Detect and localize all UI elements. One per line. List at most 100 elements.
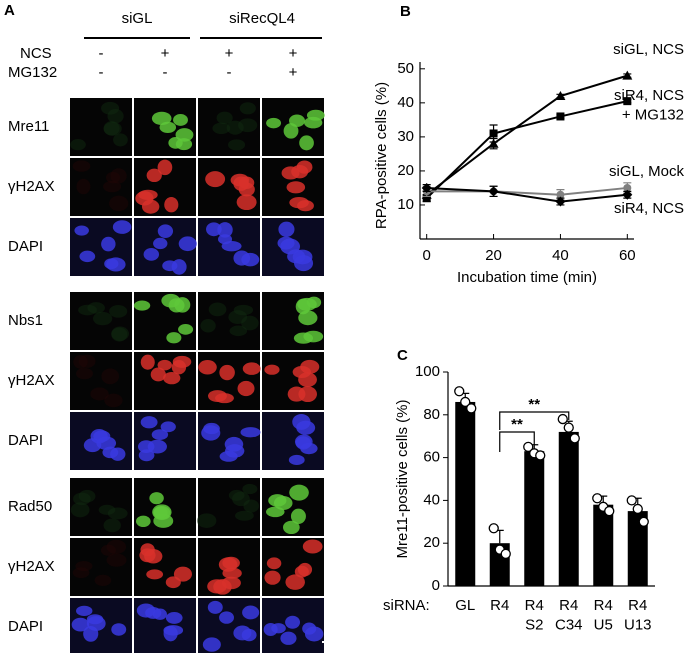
nucleus [285,615,301,629]
panel-label: C [397,347,408,364]
nucleus [72,160,91,172]
micrograph [262,98,325,156]
replicate-point [604,505,615,517]
micrograph [70,98,132,156]
row-label: γH2AX [8,558,55,575]
micrograph [70,352,132,410]
y-axis-label: RPA-positive cells (%) [373,82,390,229]
x-tick-label: 40 [552,247,569,264]
nucleus [230,173,249,187]
nucleus [106,539,127,555]
nucleus [264,364,280,375]
nucleus [137,440,155,454]
row-label: DAPI [8,432,43,449]
micrograph [133,292,196,350]
y-tick-label: 0 [432,577,440,594]
nucleus [83,625,99,642]
bar [524,451,545,586]
nucleus [76,178,91,195]
micrograph [70,598,132,653]
nucleus [217,222,233,238]
nucleus [79,250,96,263]
micrograph [134,98,196,156]
nucleus [225,444,245,458]
micrograph [70,538,132,596]
nucleus [165,576,181,589]
y-tick-label: 50 [397,60,414,77]
nucleus [109,195,129,212]
nucleus [145,606,162,619]
significance-label: ** [511,416,523,433]
row-label: DAPI [8,618,43,635]
nucleus [94,574,112,587]
nucleus [283,520,300,535]
nucleus [208,302,227,317]
micrograph [134,218,197,276]
nucleus [219,364,235,381]
nucleus [241,252,260,267]
nucleus [74,225,89,236]
marker [421,182,432,193]
row-label: Mre11 [8,118,49,135]
y-tick-label: 10 [397,196,414,213]
nucleus [151,429,169,440]
nucleus [242,362,261,375]
y-axis-label: Mre11-positive cells (%) [394,400,411,559]
x-tick-label: R4 U5 [594,597,613,634]
nucleus [149,492,164,505]
nucleus [175,128,194,142]
replicate-point [535,450,546,461]
row-label: γH2AX [8,178,55,195]
nucleus [112,220,132,234]
nucleus [140,416,158,429]
replicate-point [638,516,649,527]
nucleus [207,600,223,614]
series-line [425,100,628,199]
micrograph [262,478,324,536]
nucleus [303,330,324,343]
y-tick-label: 30 [397,128,414,145]
nucleus [266,557,282,570]
x-tick-label: 20 [485,247,502,264]
nucleus [103,121,122,136]
nucleus [163,371,181,385]
nucleus [271,623,286,634]
nucleus [87,302,105,314]
series-line [426,186,628,196]
nucleus [208,390,227,402]
nucleus [83,438,102,453]
series-label: siR4, NCS [614,200,684,217]
nucleus [266,117,282,129]
replicate-point [460,396,471,408]
replicate-point [523,441,534,453]
nucleus [107,507,128,520]
nucleus [235,510,254,521]
treatment-sign: - [99,45,104,62]
nucleus [298,372,317,388]
nucleus [173,566,192,582]
nucleus [71,617,90,632]
nucleus [153,506,168,519]
bar [455,401,476,586]
micrograph [262,218,324,276]
y-tick-label: 20 [397,162,414,179]
y-tick-label: 80 [423,406,440,423]
row-label: γH2AX [8,372,55,389]
nucleus [111,623,127,636]
micrograph [262,538,324,596]
nucleus [110,168,127,184]
nucleus [160,421,176,433]
nucleus [242,483,258,495]
y-tick-label: 100 [415,363,440,380]
nucleus [103,518,121,533]
nucleus [200,319,216,333]
y-tick-label: 40 [397,94,414,111]
nucleus [173,114,188,126]
nucleus [240,427,261,438]
nucleus [96,436,117,450]
micrograph [262,158,324,216]
x-tick-label: R4 [490,597,509,614]
nucleus [281,166,300,180]
x-axis-label: siRNA: [383,597,430,614]
nucleus [299,135,314,151]
